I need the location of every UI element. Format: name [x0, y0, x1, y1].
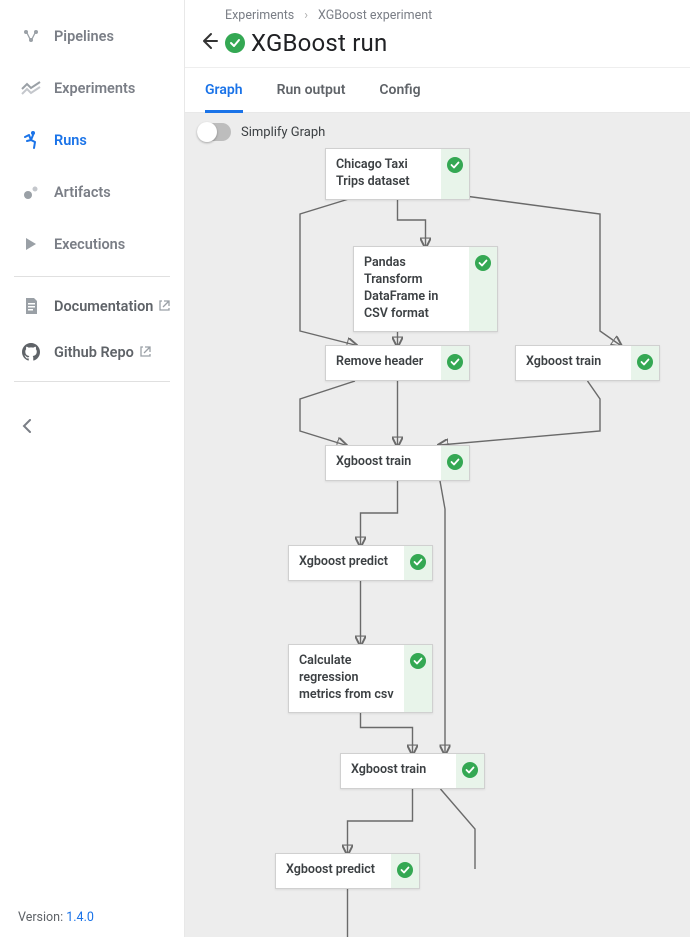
version-prefix: Version: — [18, 910, 66, 925]
graph-node[interactable]: Remove header — [325, 345, 470, 381]
sidebar-item-label: Pipelines — [54, 28, 114, 45]
graph-node-label: Remove header — [326, 346, 441, 380]
check-icon — [447, 354, 463, 370]
runs-icon — [18, 130, 44, 150]
check-icon — [447, 157, 463, 173]
page-title: XGBoost run — [251, 29, 387, 57]
external-link-icon — [159, 298, 170, 315]
external-link-icon — [140, 344, 151, 361]
experiments-icon — [18, 81, 44, 95]
main: Experiments › XGBoost experiment XGBoost… — [185, 0, 690, 937]
sidebar-item-label: Executions — [54, 236, 125, 253]
graph-node[interactable]: Chicago Taxi Trips dataset — [325, 148, 470, 200]
chevron-left-icon — [22, 419, 32, 433]
nav: Pipelines Experiments Runs Artifacts Executi… — [0, 0, 184, 270]
check-icon — [410, 554, 426, 570]
back-button[interactable] — [195, 31, 223, 56]
sidebar: Pipelines Experiments Runs Artifacts Executi… — [0, 0, 185, 937]
ext-link-label: Github Repo — [54, 344, 134, 361]
check-icon — [462, 762, 478, 778]
check-icon — [397, 862, 413, 878]
tab-output[interactable]: Run output — [277, 82, 346, 112]
artifacts-icon — [18, 184, 44, 200]
sidebar-item-pipelines[interactable]: Pipelines — [0, 10, 184, 62]
graph-node[interactable]: Xgboost predict — [275, 853, 420, 889]
graph-node-status — [404, 645, 432, 712]
executions-icon — [18, 236, 44, 252]
version-label: Version: 1.4.0 — [18, 910, 94, 925]
tabs: Graph Run output Config — [185, 68, 690, 113]
graph-node-label: Pandas Transform DataFrame in CSV format — [354, 247, 469, 331]
ext-link-label: Documentation — [54, 298, 153, 315]
divider — [14, 276, 170, 277]
status-success-icon — [225, 33, 245, 53]
graph-node-status — [456, 754, 484, 788]
sidebar-item-label: Experiments — [54, 80, 135, 97]
graph-node[interactable]: Pandas Transform DataFrame in CSV format — [353, 246, 498, 332]
divider — [14, 381, 170, 382]
breadcrumb-item[interactable]: XGBoost experiment — [318, 8, 432, 23]
graph-node[interactable]: Xgboost predict — [288, 545, 433, 581]
sidebar-item-label: Runs — [54, 132, 87, 149]
graph-node-label: Chicago Taxi Trips dataset — [326, 149, 441, 199]
breadcrumb: Experiments › XGBoost experiment — [185, 8, 690, 23]
simplify-graph-toggle[interactable] — [197, 123, 231, 141]
graph-node[interactable]: Xgboost train — [515, 345, 660, 381]
graph-node[interactable]: Xgboost train — [340, 753, 485, 789]
graph-canvas[interactable]: Simplify Graph Chicago Taxi Trips datase… — [185, 113, 690, 937]
graph-node-status — [469, 247, 497, 331]
arrow-left-icon — [199, 31, 219, 51]
check-icon — [637, 354, 653, 370]
header: Experiments › XGBoost experiment XGBoost… — [185, 0, 690, 113]
sidebar-item-executions[interactable]: Executions — [0, 218, 184, 270]
simplify-graph-label: Simplify Graph — [241, 125, 325, 140]
graph-node[interactable]: Calculate regression metrics from csv — [288, 644, 433, 713]
graph-node-label: Xgboost train — [326, 446, 441, 480]
sidebar-item-label: Artifacts — [54, 184, 111, 201]
chevron-right-icon: › — [304, 8, 308, 23]
doc-icon — [18, 297, 44, 315]
breadcrumb-item[interactable]: Experiments — [225, 8, 294, 23]
tab-graph[interactable]: Graph — [205, 82, 243, 113]
graph-node-status — [631, 346, 659, 380]
check-icon — [410, 653, 426, 669]
graph-edges — [185, 113, 690, 937]
external-links: Documentation Github Repo — [0, 283, 184, 375]
collapse-sidebar-button[interactable] — [0, 406, 184, 449]
graph-node-label: Calculate regression metrics from csv — [289, 645, 404, 712]
version-number: 1.4.0 — [66, 910, 94, 925]
graph-node-label: Xgboost predict — [289, 546, 404, 580]
check-icon — [475, 255, 491, 271]
simplify-graph-control: Simplify Graph — [197, 123, 325, 141]
tab-config[interactable]: Config — [379, 82, 420, 112]
pipelines-icon — [18, 27, 44, 45]
graph-node-status — [404, 546, 432, 580]
canvas: Chicago Taxi Trips dataset Pandas Transfo… — [185, 113, 690, 937]
github-icon — [18, 343, 44, 361]
graph-node-label: Xgboost train — [516, 346, 631, 380]
graph-node-label: Xgboost predict — [276, 854, 391, 888]
check-icon — [447, 454, 463, 470]
graph-node[interactable]: Xgboost train — [325, 445, 470, 481]
graph-node-label: Xgboost train — [341, 754, 456, 788]
sidebar-item-experiments[interactable]: Experiments — [0, 62, 184, 114]
graph-node-status — [441, 149, 469, 199]
sidebar-item-artifacts[interactable]: Artifacts — [0, 166, 184, 218]
graph-node-status — [441, 446, 469, 480]
graph-node-status — [441, 346, 469, 380]
sidebar-item-runs[interactable]: Runs — [0, 114, 184, 166]
ext-link-github[interactable]: Github Repo — [0, 329, 184, 375]
graph-node-status — [391, 854, 419, 888]
ext-link-documentation[interactable]: Documentation — [0, 283, 184, 329]
